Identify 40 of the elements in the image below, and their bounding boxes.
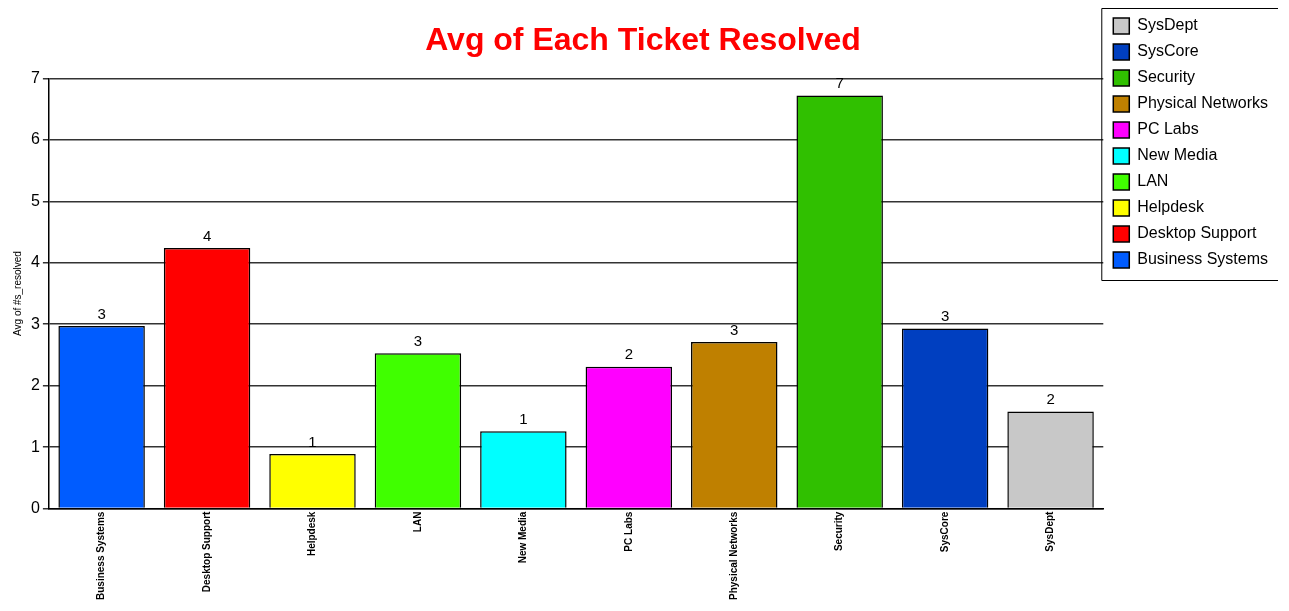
- legend-label: Helpdesk: [1137, 198, 1205, 216]
- data-label: 3: [940, 307, 950, 325]
- legend-label: New Media: [1137, 146, 1218, 164]
- x-tick-label: Helpdesk: [306, 511, 318, 557]
- data-label: 1: [308, 432, 317, 450]
- data-label: 2: [1046, 390, 1055, 408]
- data-label: 4: [202, 226, 212, 244]
- x-tick-label: Business Systems: [95, 511, 107, 601]
- x-tick-label: SysCore: [938, 511, 950, 553]
- legend-label: Desktop Support: [1137, 224, 1258, 242]
- data-label: 3: [97, 304, 106, 322]
- y-tick-label: 6: [30, 130, 40, 148]
- x-tick-label: LAN: [411, 511, 423, 533]
- y-tick-label: 3: [30, 314, 40, 332]
- x-tick-label: Desktop Support: [200, 510, 212, 593]
- y-tick-label: 1: [30, 437, 40, 455]
- x-tick-label: Security: [833, 511, 845, 552]
- legend-label: PC Labs: [1137, 120, 1199, 138]
- data-label: 3: [413, 331, 423, 349]
- x-tick-label: PC Labs: [622, 511, 634, 552]
- chart-title: Avg of Each Ticket Resolved: [425, 21, 861, 58]
- x-tick-label: SysDept: [1044, 510, 1056, 552]
- legend-label: SysDept: [1137, 16, 1199, 34]
- data-label: 7: [835, 74, 844, 92]
- legend-label: Business Systems: [1137, 250, 1269, 268]
- y-tick-label: 7: [30, 68, 40, 86]
- data-label: 1: [519, 409, 528, 427]
- y-axis-title: Avg of #s_resolved: [11, 251, 23, 336]
- legend-label: SysCore: [1137, 42, 1199, 60]
- legend-label: LAN: [1137, 172, 1169, 190]
- x-tick-label: New Media: [517, 511, 529, 564]
- y-tick-label: 2: [30, 376, 40, 394]
- y-tick-label: 5: [30, 191, 40, 209]
- y-tick-label: 4: [30, 253, 40, 271]
- data-label: 3: [730, 320, 739, 338]
- legend-label: Security: [1137, 68, 1196, 86]
- y-tick-label: 0: [30, 499, 40, 517]
- legend-label: Physical Networks: [1137, 94, 1268, 112]
- data-label: 2: [624, 345, 633, 363]
- x-tick-label: Physical Networks: [728, 511, 739, 600]
